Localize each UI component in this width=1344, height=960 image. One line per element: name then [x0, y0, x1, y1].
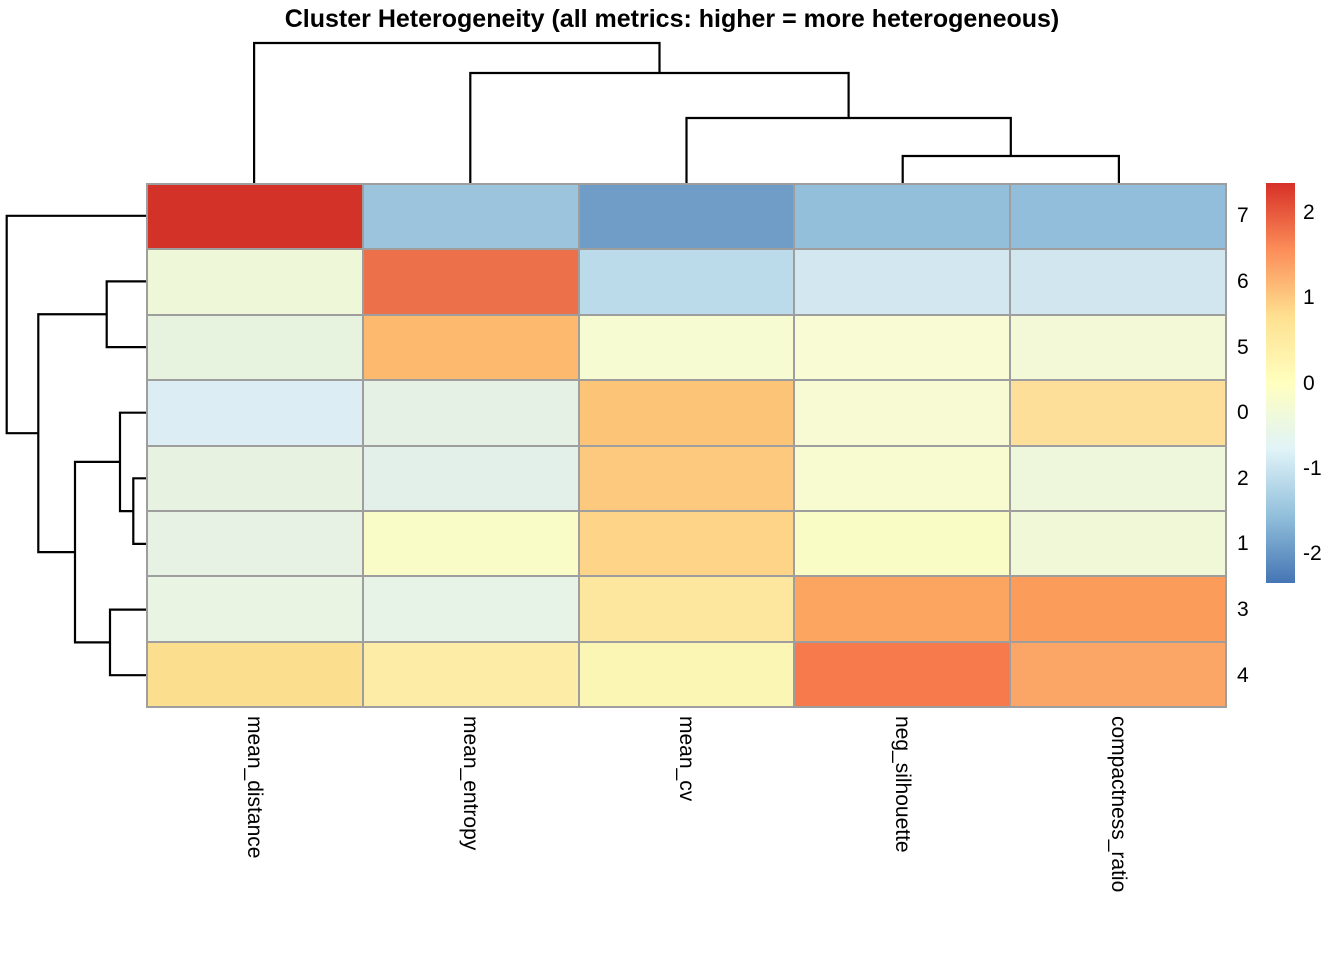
heatmap-cell-r3-c1	[148, 577, 362, 641]
heatmap-cell-r2-c1	[148, 446, 362, 510]
heatmap-cell-r3-c2	[363, 577, 578, 641]
row-label-3: 3	[1237, 598, 1249, 622]
heatmap-cell-r3-c3	[579, 577, 794, 641]
plot-title: Cluster Heterogeneity (all metrics: high…	[284, 5, 1060, 33]
row-label-4: 4	[1237, 663, 1249, 687]
heatmap-cell-r4-c3	[579, 642, 794, 706]
row-dendro-branch	[132, 477, 146, 545]
heatmap-cell-r0-c1	[148, 381, 362, 445]
col-dendro-branch	[901, 154, 1120, 183]
heatmap-cell-r2-c5	[1011, 446, 1225, 510]
heatmap-cell-r5-c1	[148, 315, 362, 380]
heatmap-cell-r1-c5	[1011, 511, 1225, 576]
heatmap-cell-r1-c3	[579, 511, 794, 576]
row-label-6: 6	[1237, 269, 1249, 293]
row-label-1: 1	[1237, 532, 1249, 556]
column-label-neg_silhouette: neg_silhouette	[891, 716, 915, 853]
heatmap-cell-r6-c2	[363, 250, 578, 314]
heatmap-cell-r7-c3	[579, 185, 794, 249]
col-dendro-branch	[469, 71, 850, 183]
column-label-mean_distance: mean_distance	[242, 716, 266, 859]
heatmap-cell-r0-c4	[795, 381, 1010, 445]
heatmap-cell-r0-c2	[363, 381, 578, 445]
column-label-compactness_ratio: compactness_ratio	[1107, 716, 1131, 893]
heatmap-cell-r0-c3	[579, 381, 794, 445]
row-dendro-branch	[37, 313, 107, 554]
heatmap-cell-r7-c5	[1011, 185, 1225, 249]
colorbar-tick-1: 1	[1303, 286, 1315, 310]
heatmap-grid	[146, 183, 1227, 708]
row-label-0: 0	[1237, 401, 1249, 425]
row-dendro-branch	[105, 280, 146, 349]
row-dendrogram	[5, 214, 146, 677]
col-dendro-branch	[685, 116, 1012, 183]
heatmap-cell-r7-c2	[363, 185, 578, 249]
heatmap-cell-r1-c4	[795, 511, 1010, 576]
heatmap-cell-r2-c3	[579, 446, 794, 510]
heatmap-cell-r3-c5	[1011, 577, 1225, 641]
heatmap-cell-r0-c5	[1011, 381, 1225, 445]
heatmap-cell-r6-c3	[579, 250, 794, 314]
heatmap-cell-r6-c1	[148, 250, 362, 314]
heatmap-cell-r4-c5	[1011, 642, 1225, 706]
heatmap-cell-r2-c2	[363, 446, 578, 510]
row-dendro-branch	[5, 214, 146, 435]
column-label-mean_cv: mean_cv	[675, 716, 698, 802]
row-dendro-branch	[73, 460, 120, 644]
colorbar-tick--2: -2	[1303, 541, 1322, 565]
row-label-7: 7	[1237, 204, 1249, 228]
heatmap-cell-r7-c4	[795, 185, 1010, 249]
row-dendro-branch	[108, 608, 146, 677]
row-label-5: 5	[1237, 335, 1249, 359]
heatmap-cell-r4-c2	[363, 642, 578, 706]
heatmap-cell-r4-c1	[148, 642, 362, 706]
colorbar-tick--1: -1	[1303, 456, 1322, 480]
heatmap-cell-r5-c3	[579, 315, 794, 380]
colorbar-tick-2: 2	[1303, 201, 1315, 225]
heatmap-cell-r1-c1	[148, 511, 362, 576]
column-label-mean_entropy: mean_entropy	[458, 716, 482, 851]
heatmap-cell-r3-c4	[795, 577, 1010, 641]
heatmap-cell-r5-c4	[795, 315, 1010, 380]
heatmap-cell-r7-c1	[148, 185, 362, 249]
row-label-2: 2	[1237, 466, 1249, 490]
heatmap-cell-r2-c4	[795, 446, 1010, 510]
colorbar-tick-0: 0	[1303, 371, 1315, 395]
heatmap-cell-r6-c4	[795, 250, 1010, 314]
col-dendro-branch	[253, 41, 661, 183]
colorbar	[1266, 183, 1295, 583]
heatmap-cell-r5-c2	[363, 315, 578, 380]
heatmap-cell-r6-c5	[1011, 250, 1225, 314]
heatmap-cell-r5-c5	[1011, 315, 1225, 380]
heatmap-cell-r4-c4	[795, 642, 1010, 706]
heatmap-cell-r1-c2	[363, 511, 578, 576]
